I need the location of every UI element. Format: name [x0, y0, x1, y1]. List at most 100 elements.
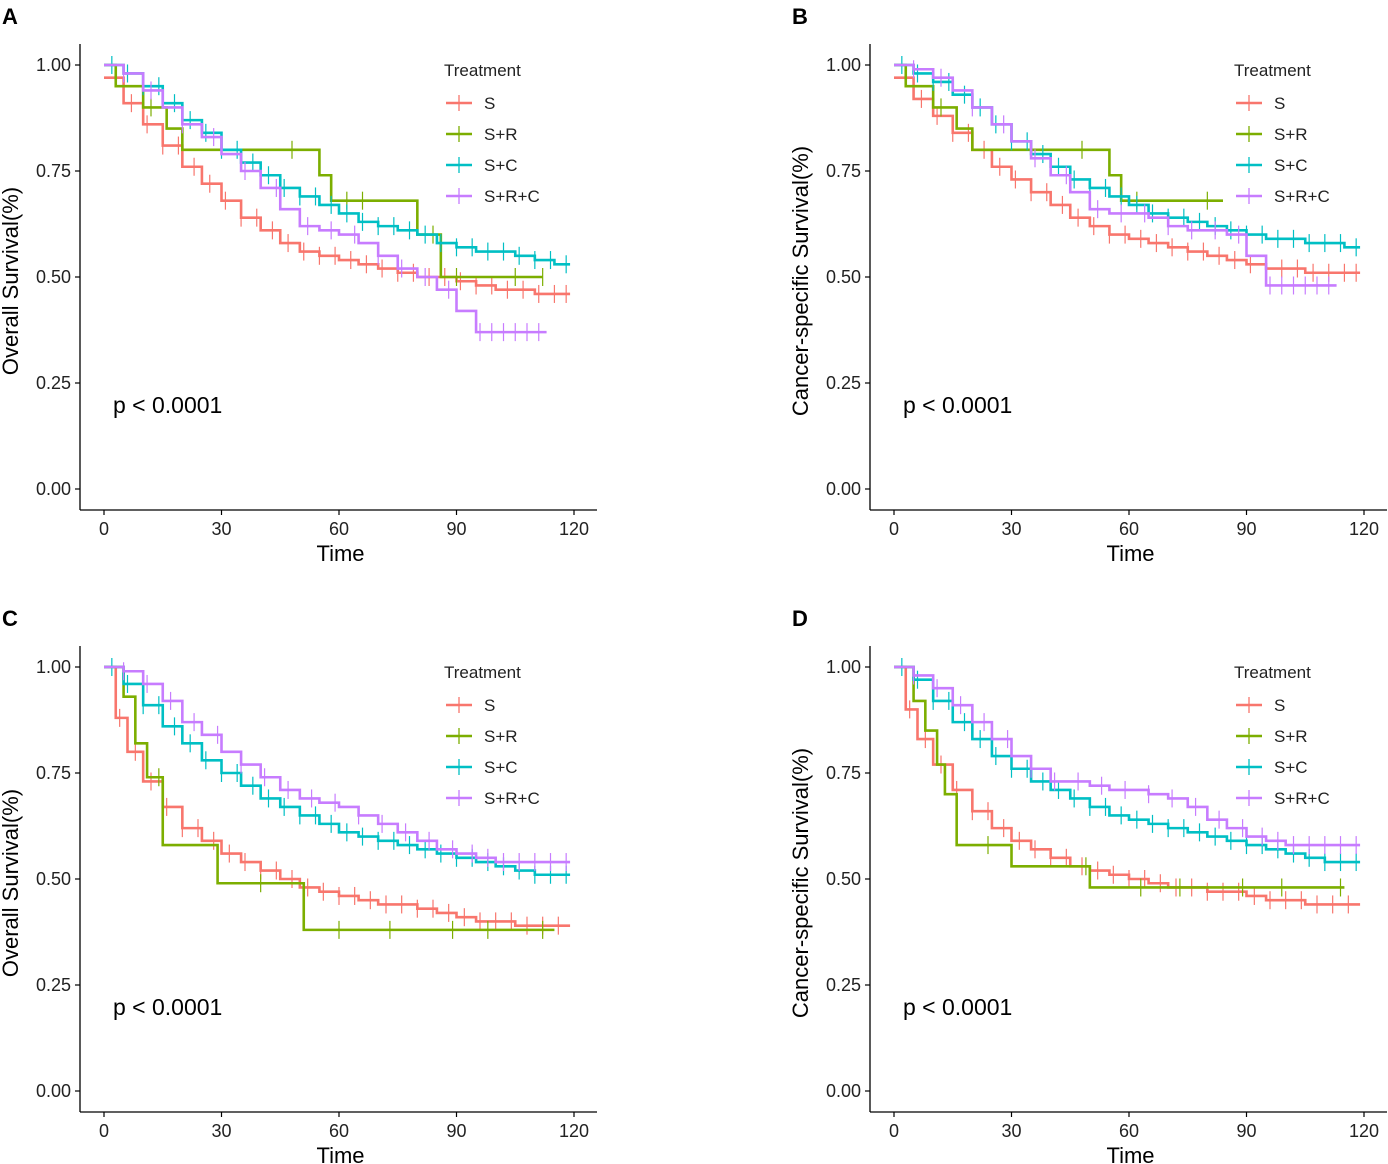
x-tick-label: 90: [1236, 1121, 1256, 1141]
y-tick-label: 0.75: [36, 763, 71, 783]
survival-curve-S+R: [894, 665, 1345, 889]
legend-title: Treatment: [444, 61, 521, 80]
survival-curve-S+R: [104, 665, 555, 932]
y-tick-label: 0.25: [36, 975, 71, 995]
legend-label-S+C: S+C: [484, 758, 518, 777]
x-tick-label: 90: [1236, 519, 1256, 539]
series-S+R+C: [104, 662, 571, 872]
y-tick-label: 1.00: [36, 657, 71, 677]
x-axis-title: Time: [1106, 1143, 1154, 1164]
x-tick-label: 0: [99, 519, 109, 539]
x-tick-label: 30: [211, 519, 231, 539]
y-tick-label: 0.50: [36, 869, 71, 889]
x-axis-title: Time: [1106, 541, 1154, 566]
y-tick-label: 0.00: [36, 479, 71, 499]
legend-label-S: S: [484, 94, 495, 113]
x-axis-title: Time: [316, 1143, 364, 1164]
x-tick-label: 90: [446, 519, 466, 539]
series-S+R+C: [894, 665, 1361, 855]
y-tick-label: 1.00: [36, 55, 71, 75]
y-tick-label: 0.50: [826, 869, 861, 889]
legend-label-S: S: [484, 696, 495, 715]
p-value: p < 0.0001: [113, 392, 222, 418]
survival-curve-S+C: [894, 665, 1361, 864]
y-axis-title: Cancer-specific Survival(%): [788, 146, 813, 416]
x-tick-label: 120: [559, 519, 589, 539]
y-tick-label: 0.25: [36, 373, 71, 393]
legend-label-S+R: S+R: [484, 125, 518, 144]
survival-curve-S: [894, 76, 1361, 275]
y-tick-label: 1.00: [826, 55, 861, 75]
legend-label-S+R+C: S+R+C: [484, 789, 540, 808]
legend: Treatment S S+R S+C S+R+C: [1234, 61, 1330, 206]
x-tick-label: 60: [1119, 519, 1139, 539]
x-tick-label: 30: [1001, 519, 1021, 539]
survival-curve-S+R+C: [104, 665, 571, 864]
panel-letter-A: A: [2, 4, 18, 29]
legend-label-S: S: [1274, 696, 1285, 715]
x-tick-label: 60: [329, 1121, 349, 1141]
y-tick-label: 0.75: [36, 161, 71, 181]
series-S+R: [894, 63, 1223, 210]
survival-curve-S+R+C: [894, 63, 1337, 287]
series-S+C: [894, 658, 1361, 872]
panel-letter-B: B: [792, 4, 808, 29]
survival-curve-S+C: [104, 665, 571, 877]
y-tick-label: 0.50: [36, 267, 71, 287]
legend: Treatment S S+R S+C S+R+C: [444, 61, 540, 206]
x-tick-label: 120: [559, 1121, 589, 1141]
series-S+R+C: [104, 63, 547, 342]
panel-B: B 0.00 0.25 0.50 0.75 1.00 0 30 60 90 120 Time Cance…: [788, 4, 1387, 566]
panel-A: A 0.00 0.25 0.50 0.75 1.00 0 30 60 90 120 Time Overa…: [0, 4, 597, 566]
legend-label-S+R: S+R: [1274, 727, 1308, 746]
x-tick-label: 30: [211, 1121, 231, 1141]
y-tick-label: 0.00: [826, 479, 861, 499]
series-S+R: [894, 665, 1345, 897]
legend: Treatment S S+R S+C S+R+C: [1234, 663, 1330, 808]
x-tick-label: 90: [446, 1121, 466, 1141]
legend-label-S+C: S+C: [484, 156, 518, 175]
legend-label-S+C: S+C: [1274, 758, 1308, 777]
survival-curve-S+R+C: [894, 665, 1361, 847]
x-tick-label: 0: [99, 1121, 109, 1141]
y-tick-label: 0.00: [36, 1081, 71, 1101]
legend-title: Treatment: [1234, 61, 1311, 80]
y-tick-label: 1.00: [826, 657, 861, 677]
y-tick-label: 0.25: [826, 975, 861, 995]
x-tick-label: 120: [1349, 519, 1379, 539]
x-tick-label: 0: [889, 1121, 899, 1141]
survival-curve-S: [894, 665, 1361, 906]
y-tick-label: 0.75: [826, 161, 861, 181]
legend-label-S+R: S+R: [1274, 125, 1308, 144]
legend-label-S+R+C: S+R+C: [1274, 187, 1330, 206]
series-S+R: [104, 665, 555, 939]
panel-C: C 0.00 0.25 0.50 0.75 1.00 0 30 60 90 120 Time Overa…: [0, 606, 597, 1164]
survival-curve-S+R: [894, 63, 1223, 202]
x-tick-label: 120: [1349, 1121, 1379, 1141]
p-value: p < 0.0001: [113, 994, 222, 1020]
y-tick-label: 0.25: [826, 373, 861, 393]
legend-title: Treatment: [444, 663, 521, 682]
legend-title: Treatment: [1234, 663, 1311, 682]
x-tick-label: 60: [1119, 1121, 1139, 1141]
p-value: p < 0.0001: [903, 392, 1012, 418]
x-tick-label: 60: [329, 519, 349, 539]
x-axis-title: Time: [316, 541, 364, 566]
y-tick-label: 0.50: [826, 267, 861, 287]
panel-letter-D: D: [792, 606, 808, 631]
legend-label-S+R+C: S+R+C: [484, 187, 540, 206]
survival-curve-S+R+C: [104, 63, 547, 334]
legend: Treatment S S+R S+C S+R+C: [444, 663, 540, 808]
y-tick-label: 0.75: [826, 763, 861, 783]
legend-label-S+C: S+C: [1274, 156, 1308, 175]
panel-D: D 0.00 0.25 0.50 0.75 1.00 0 30 60 90 120 Time Cance…: [788, 606, 1387, 1164]
y-axis-title: Cancer-specific Survival(%): [788, 748, 813, 1018]
survival-curve-S+R: [104, 63, 543, 279]
y-axis-title: Overall Survival(%): [0, 187, 23, 375]
x-tick-label: 30: [1001, 1121, 1021, 1141]
x-tick-label: 0: [889, 519, 899, 539]
p-value: p < 0.0001: [903, 994, 1012, 1020]
legend-label-S+R: S+R: [484, 727, 518, 746]
y-axis-title: Overall Survival(%): [0, 789, 23, 977]
